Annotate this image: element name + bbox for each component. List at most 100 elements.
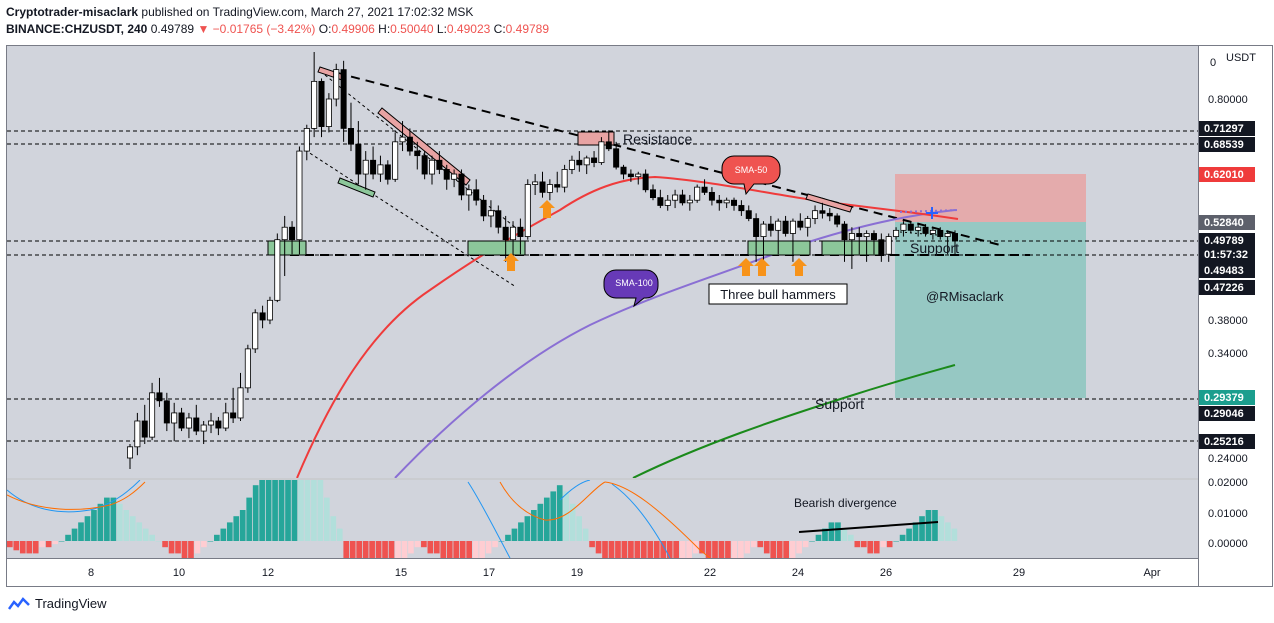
candle[interactable] [649,184,656,201]
candle[interactable] [303,124,310,161]
candle[interactable] [347,102,354,152]
candle[interactable] [377,155,384,182]
candle[interactable] [215,416,222,436]
candle[interactable] [429,155,436,185]
candle[interactable] [392,132,399,182]
candle[interactable] [797,213,804,231]
author-name[interactable]: Cryptotrader-misaclark [6,5,139,19]
candle[interactable] [163,392,170,432]
candle[interactable] [156,377,163,407]
candle[interactable] [149,382,156,441]
price-label[interactable]: 0.25216 [1199,434,1255,449]
candle[interactable] [672,189,679,209]
candle[interactable] [539,171,546,198]
candle[interactable] [502,215,509,262]
candle[interactable] [642,169,649,193]
price-axis[interactable]: USDT 0 0.80000 0.38000 0.34000 0.24000 0.71297… [1199,52,1256,550]
candle[interactable] [333,63,340,107]
candle[interactable] [296,146,303,255]
candle[interactable] [657,189,664,209]
sma100-callout[interactable]: SMA-100 [603,269,659,308]
candle[interactable] [399,121,406,152]
candle[interactable] [915,224,922,237]
macd-histogram[interactable] [7,405,958,572]
candle[interactable] [694,184,701,203]
candle[interactable] [767,215,774,237]
price-label[interactable]: 0.49789 01:57:32 [1199,233,1255,263]
candle[interactable] [134,412,141,456]
candle[interactable] [952,230,959,255]
candle[interactable] [230,387,237,424]
candle[interactable] [274,233,281,303]
candle[interactable] [465,184,472,211]
candle[interactable] [340,60,347,142]
candle[interactable] [495,205,502,234]
candle[interactable] [738,200,745,216]
candle[interactable] [775,218,782,255]
candle[interactable] [561,164,568,193]
candle[interactable] [929,227,936,240]
candle[interactable] [701,179,708,195]
candle[interactable] [443,164,450,190]
candle[interactable] [178,407,185,432]
candle[interactable] [208,412,215,434]
candle[interactable] [355,121,362,185]
price-label[interactable]: 0.29046 [1199,406,1255,421]
candle[interactable] [753,213,760,262]
candle[interactable] [826,208,833,222]
price-label[interactable]: 0.71297 [1199,121,1255,136]
candle[interactable] [222,402,229,432]
candle[interactable] [480,194,487,222]
candle[interactable] [745,205,752,222]
candle[interactable] [311,52,318,138]
candle[interactable] [524,179,531,240]
candle[interactable] [259,305,266,329]
candle[interactable] [289,221,296,255]
symbol-name[interactable]: BINANCE:CHZUSDT, 240 [6,22,148,36]
candle[interactable] [804,215,811,237]
candle[interactable] [576,151,583,172]
candle[interactable] [554,171,561,193]
candle[interactable] [591,151,598,168]
candle[interactable] [141,404,148,445]
price-label[interactable]: 0.47226 [1199,280,1255,295]
candle[interactable] [252,309,259,353]
price-label[interactable]: 0.62010 [1199,167,1255,182]
candle[interactable] [944,230,951,255]
candle[interactable] [414,141,421,170]
candle[interactable] [200,420,207,445]
price-label[interactable]: 0.68539 [1199,137,1255,152]
candle[interactable] [856,227,863,255]
candle[interactable] [583,155,590,175]
candle[interactable] [568,155,575,175]
candle[interactable] [451,169,458,188]
candle[interactable] [613,141,620,170]
candle[interactable] [922,224,929,237]
candle[interactable] [266,296,273,325]
candle[interactable] [819,202,826,219]
candle[interactable] [473,179,480,206]
candle[interactable] [664,194,671,211]
candle[interactable] [812,205,819,225]
candle[interactable] [421,151,428,180]
candle[interactable] [436,151,443,175]
candle[interactable] [318,78,325,138]
candle[interactable] [723,197,730,209]
candle[interactable] [458,169,465,201]
candle[interactable] [244,344,251,393]
candle[interactable] [789,218,796,262]
time-axis[interactable]: 8 10 12 15 17 19 22 24 26 29 Apr [88,567,1161,579]
candle[interactable] [782,215,789,237]
candle[interactable] [127,444,134,469]
candle[interactable] [900,221,907,237]
candle[interactable] [834,213,841,228]
candle[interactable] [870,230,877,255]
candle[interactable] [760,221,767,262]
candle[interactable] [686,194,693,211]
candle[interactable] [406,128,413,156]
candle[interactable] [937,227,944,240]
candlestick-series[interactable] [127,52,959,469]
candle[interactable] [893,227,900,240]
candle[interactable] [598,137,605,165]
